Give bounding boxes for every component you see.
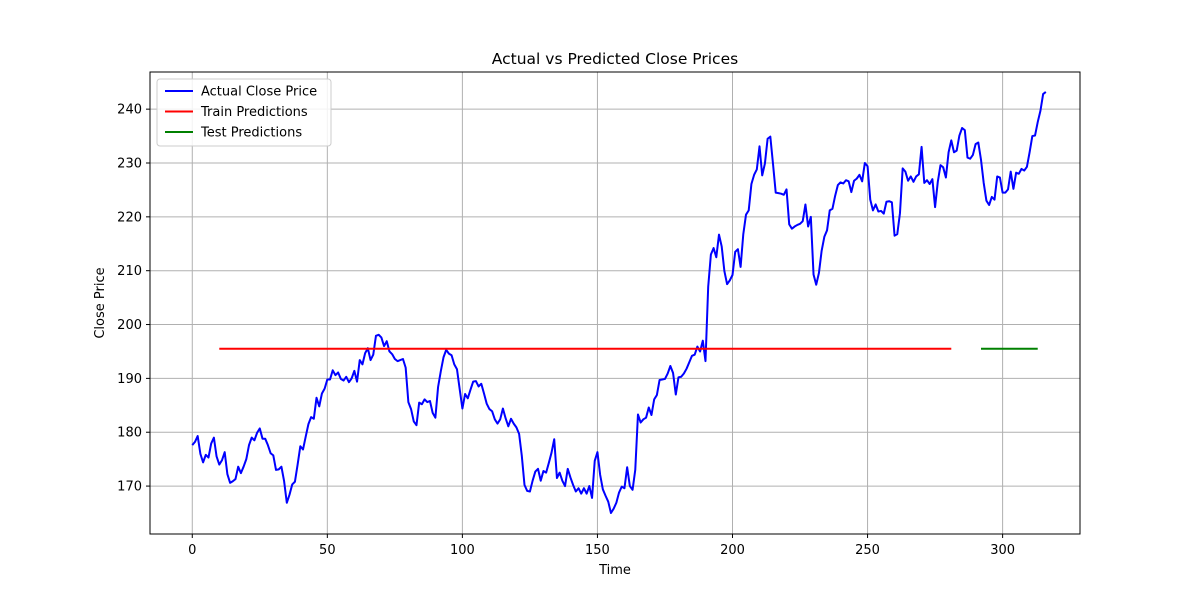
plot-frame: [149, 71, 1081, 535]
x-tick-label: 50: [319, 543, 336, 558]
x-tick-label: 300: [990, 543, 1015, 558]
legend-label: Train Predictions: [200, 105, 308, 120]
legend-label: Actual Close Price: [201, 85, 317, 100]
x-tick-label: 200: [720, 543, 745, 558]
y-tick-label: 240: [117, 103, 142, 118]
y-axis-title: Close Price: [93, 267, 108, 338]
x-tick-label: 100: [450, 543, 475, 558]
legend-box: [156, 78, 332, 147]
y-tick-label: 220: [117, 210, 142, 225]
x-axis-title: Time: [598, 563, 631, 578]
y-tick-label: 180: [117, 426, 142, 441]
y-tick-label: 190: [117, 372, 142, 387]
chart-title: Actual vs Predicted Close Prices: [492, 50, 738, 68]
legend: Actual Close Price Train Predictions Test …: [156, 78, 332, 147]
x-tick-label: 0: [188, 543, 196, 558]
y-tick-label: 210: [117, 264, 142, 279]
series-layer: [191, 91, 1047, 514]
y-tick-label: 170: [117, 480, 142, 495]
y-tick-label: 200: [117, 318, 142, 333]
grid: [150, 72, 1080, 534]
ticks: 0 50 100 150 200 250 300 170 180 190 200 210 220 230 2…: [117, 103, 1015, 558]
series-line-actual-close-price: [191, 91, 1047, 514]
x-tick-label: 250: [855, 543, 880, 558]
legend-label: Test Predictions: [200, 126, 302, 141]
x-tick-label: 150: [585, 543, 610, 558]
y-tick-label: 230: [117, 157, 142, 172]
